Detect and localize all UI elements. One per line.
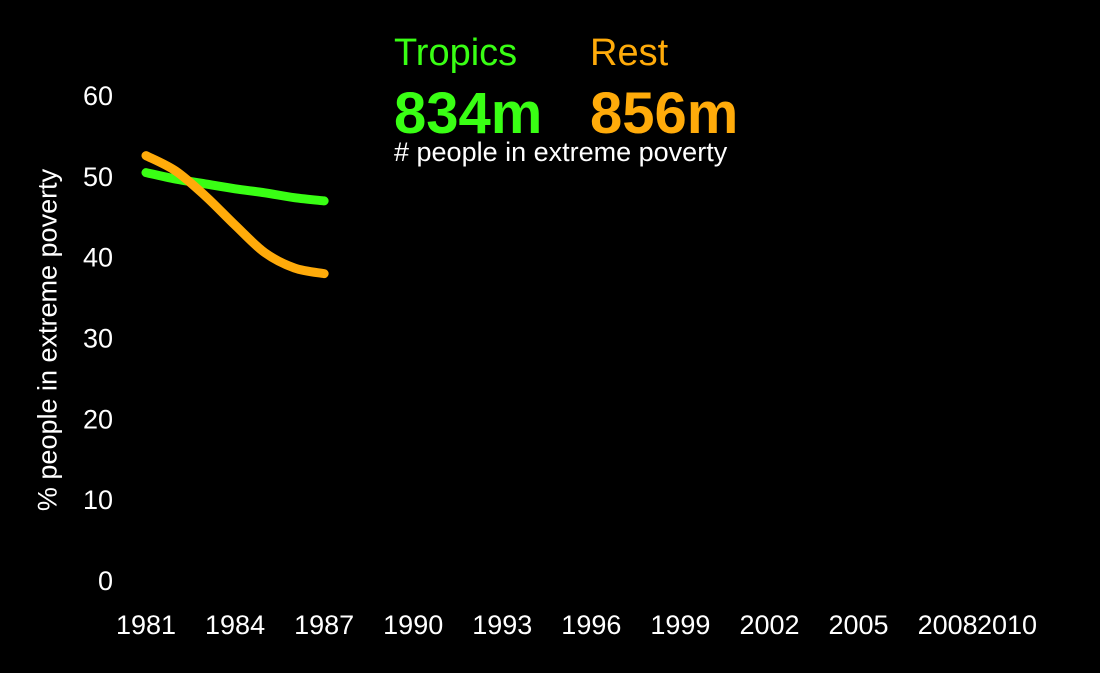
legend-tropics-name: Tropics xyxy=(394,32,518,74)
series-lines xyxy=(141,151,329,279)
y-tick-label: 50 xyxy=(83,162,113,192)
x-tick-label: 1987 xyxy=(294,610,354,640)
y-tick-label: 10 xyxy=(83,485,113,515)
y-axis-label: % people in extreme poverty xyxy=(32,168,63,512)
x-tick-label: 2005 xyxy=(829,610,889,640)
x-tick-label: 1984 xyxy=(205,610,265,640)
x-tick-label: 1981 xyxy=(116,610,176,640)
y-tick-label: 60 xyxy=(83,81,113,111)
series-line-rest xyxy=(141,151,329,279)
x-tick-label: 1993 xyxy=(472,610,532,640)
series-line-tropics xyxy=(141,168,329,206)
y-tick-label: 0 xyxy=(98,566,113,596)
y-axis-ticks: 0 10 20 30 40 50 60 xyxy=(83,81,113,596)
x-tick-label: 2002 xyxy=(739,610,799,640)
x-axis-ticks: 1981 1984 1987 1990 1993 1996 1999 2002 2005 2008… xyxy=(116,610,1037,640)
y-tick-label: 30 xyxy=(83,324,113,354)
y-tick-label: 40 xyxy=(83,243,113,273)
x-tick-label: 2008 xyxy=(918,610,978,640)
legend-tropics-value: 834m xyxy=(394,81,543,146)
subtitle: # people in extreme poverty xyxy=(394,137,728,167)
legend-rest-value: 856m xyxy=(590,81,739,146)
legend-rest-name: Rest xyxy=(590,32,669,74)
x-tick-label: 2010 xyxy=(977,610,1037,640)
x-tick-label: 1990 xyxy=(383,610,443,640)
y-tick-label: 20 xyxy=(83,404,113,434)
x-tick-label: 1999 xyxy=(650,610,710,640)
x-tick-label: 1996 xyxy=(561,610,621,640)
